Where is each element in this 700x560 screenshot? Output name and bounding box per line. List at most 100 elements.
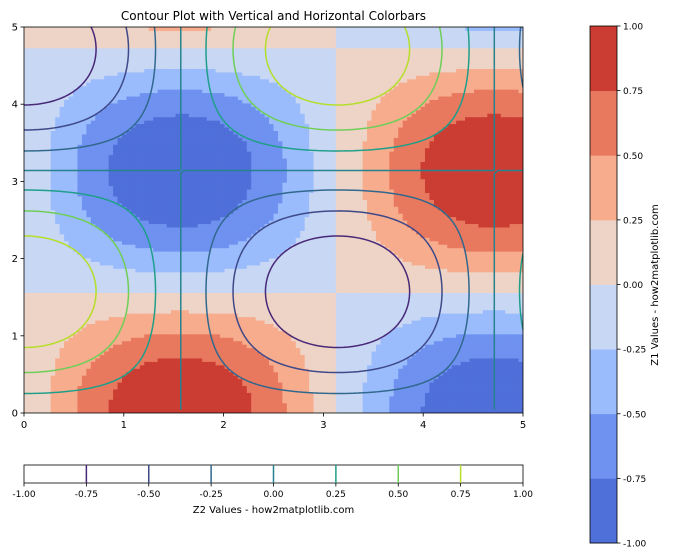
filled-contour-cell	[108, 147, 114, 152]
filled-contour-cell	[90, 209, 96, 214]
filled-contour-cell	[202, 350, 208, 356]
filled-contour-cell	[28, 313, 34, 318]
filled-contour-cell	[153, 95, 159, 100]
filled-contour-cell	[32, 357, 38, 362]
filled-contour-cell	[28, 316, 34, 321]
filled-contour-cell	[166, 216, 172, 221]
filled-contour-cell	[77, 316, 83, 321]
filled-contour-cell	[193, 337, 199, 342]
filled-contour-cell	[193, 54, 199, 59]
filled-contour-cell	[46, 202, 52, 207]
filled-contour-cell	[77, 199, 83, 204]
filled-contour-cell	[188, 402, 194, 407]
filled-contour-cell	[122, 47, 128, 52]
filled-contour-cell	[193, 178, 199, 183]
filled-contour-cell	[90, 182, 96, 187]
filled-contour-cell	[202, 126, 208, 131]
filled-contour-cell	[144, 106, 150, 111]
filled-contour-cell	[73, 188, 79, 194]
filled-contour-cell	[202, 40, 208, 45]
filled-contour-cell	[211, 220, 217, 225]
filled-contour-cell	[95, 244, 101, 249]
filled-contour-cell	[59, 185, 65, 190]
filled-contour-cell	[55, 247, 61, 252]
filled-contour-cell	[99, 164, 105, 169]
filled-contour-cell	[55, 244, 61, 249]
filled-contour-cell	[113, 64, 119, 69]
filled-contour-cell	[99, 357, 105, 362]
filled-contour-cell	[50, 209, 56, 214]
filled-contour-cell	[206, 306, 212, 311]
filled-contour-cell	[73, 71, 79, 76]
filled-contour-cell	[55, 85, 61, 90]
filled-contour-cell	[64, 299, 70, 304]
filled-contour-cell	[41, 261, 47, 266]
filled-contour-cell	[175, 47, 181, 52]
filled-contour-cell	[211, 282, 217, 287]
filled-contour-cell	[193, 85, 199, 90]
filled-contour-cell	[41, 185, 47, 190]
filled-contour-cell	[81, 395, 87, 400]
filled-contour-cell	[46, 116, 52, 121]
filled-contour-cell	[55, 195, 61, 200]
filled-contour-cell	[24, 347, 30, 352]
filled-contour-cell	[135, 230, 141, 235]
filled-contour-cell	[99, 109, 105, 114]
filled-contour-cell	[117, 264, 123, 269]
filled-contour-cell	[108, 44, 114, 49]
filled-contour-cell	[95, 392, 101, 397]
filled-contour-cell	[179, 251, 185, 256]
filled-contour-cell	[184, 213, 190, 218]
filled-contour-cell	[175, 71, 181, 76]
filled-contour-cell	[50, 306, 56, 311]
filled-contour-cell	[197, 199, 203, 204]
filled-contour-cell	[148, 71, 154, 76]
filled-contour-cell	[28, 130, 34, 135]
filled-contour-cell	[122, 240, 128, 245]
filled-contour-cell	[32, 368, 38, 373]
filled-contour-cell	[157, 182, 163, 187]
filled-contour-cell	[95, 51, 101, 56]
filled-contour-cell	[46, 192, 52, 197]
filled-contour-cell	[126, 147, 132, 152]
filled-contour-cell	[130, 347, 136, 352]
filled-contour-cell	[179, 95, 185, 100]
filled-contour-cell	[215, 151, 221, 156]
filled-contour-cell	[95, 175, 101, 180]
filled-contour-cell	[193, 237, 199, 242]
filled-contour-cell	[46, 199, 52, 204]
filled-contour-cell	[130, 82, 136, 87]
filled-contour-cell	[188, 202, 194, 207]
filled-contour-cell	[139, 364, 145, 369]
filled-contour-cell	[46, 247, 52, 252]
filled-contour-cell	[202, 195, 208, 200]
filled-contour-cell	[215, 144, 221, 149]
filled-contour-cell	[113, 126, 119, 131]
filled-contour-cell	[202, 175, 208, 180]
filled-contour-cell	[179, 164, 185, 169]
filled-contour-cell	[50, 230, 56, 235]
filled-contour-cell	[122, 282, 128, 287]
filled-contour-cell	[113, 116, 119, 121]
filled-contour-cell	[144, 275, 150, 280]
filled-contour-cell	[90, 120, 96, 125]
filled-contour-cell	[68, 89, 74, 94]
filled-contour-cell	[46, 402, 52, 407]
filled-contour-cell	[68, 182, 74, 187]
filled-contour-cell	[153, 71, 159, 76]
filled-contour-cell	[68, 395, 74, 400]
filled-contour-cell	[46, 285, 52, 290]
filled-contour-cell	[95, 102, 101, 107]
filled-contour-cell	[166, 354, 172, 359]
filled-contour-cell	[184, 188, 190, 194]
filled-contour-cell	[50, 251, 56, 256]
filled-contour-cell	[162, 137, 168, 142]
filled-contour-cell	[104, 240, 110, 245]
filled-contour-cell	[28, 326, 34, 331]
filled-contour-cell	[50, 271, 56, 276]
filled-contour-cell	[86, 89, 92, 94]
filled-contour-cell	[184, 113, 190, 118]
filled-contour-cell	[46, 75, 52, 80]
filled-contour-cell	[86, 402, 92, 407]
filled-contour-cell	[99, 147, 105, 152]
